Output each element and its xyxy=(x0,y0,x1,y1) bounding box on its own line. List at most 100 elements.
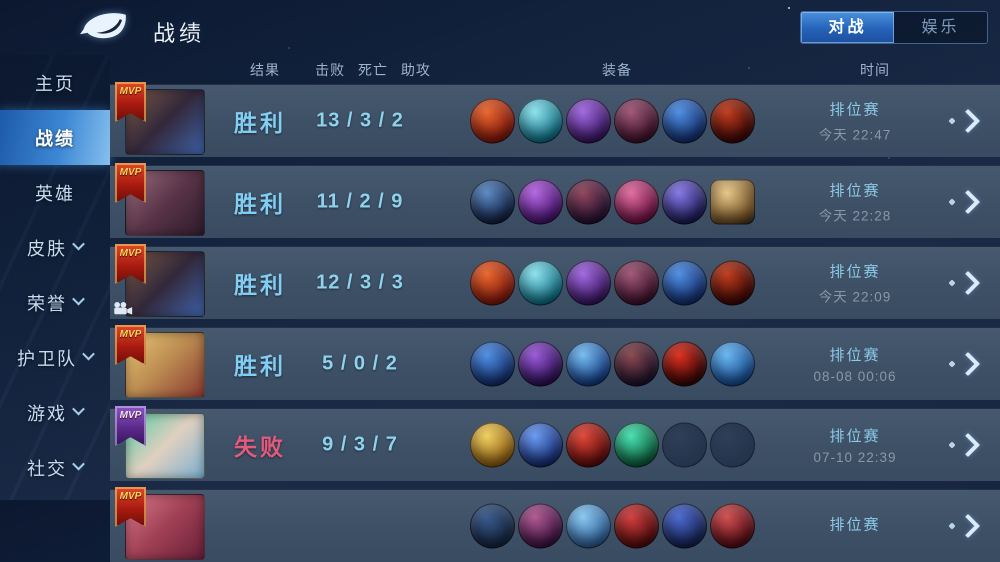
sidebar-item-label: 护卫队 xyxy=(17,348,77,369)
equipment-icon xyxy=(566,422,611,468)
match-time: 07-10 22:39 xyxy=(813,450,897,465)
sidebar: 主页 战绩 英雄 皮肤 荣誉 护卫队 游戏 社交 xyxy=(0,55,110,500)
equipment-list xyxy=(470,98,755,144)
equipment-icon xyxy=(518,422,563,468)
equipment-icon xyxy=(614,260,659,306)
match-meta: 排位赛 今天 22:09 xyxy=(819,261,892,306)
equipment-icon xyxy=(566,179,611,225)
chevron-down-icon xyxy=(72,402,85,416)
match-meta: 排位赛 08-08 00:06 xyxy=(813,344,896,384)
equipment-list xyxy=(470,422,755,468)
chevron-right-icon[interactable] xyxy=(948,513,981,539)
match-mode: 排位赛 xyxy=(829,428,881,445)
hero-avatar[interactable] xyxy=(125,251,205,317)
equipment-slot-empty xyxy=(710,422,755,468)
tab-group: 对战 娱乐 xyxy=(800,11,988,44)
match-time: 08-08 00:06 xyxy=(813,369,897,384)
equipment-icon xyxy=(518,179,563,225)
chevron-right-icon[interactable] xyxy=(948,432,981,458)
equipment-icon xyxy=(470,260,515,306)
sidebar-item-home[interactable]: 主页 xyxy=(0,55,110,110)
kda-score: 9 / 3 / 7 xyxy=(322,433,398,456)
equipment-icon xyxy=(710,503,755,549)
equipment-icon xyxy=(662,260,707,306)
match-row[interactable]: MVP 胜利 13 / 3 / 2 排位赛 今天 22:47 xyxy=(110,82,1000,157)
column-header-kda: 击败 死亡 助攻 xyxy=(315,62,431,78)
match-list: MVP 胜利 13 / 3 / 2 排位赛 今天 22:47 MVP 胜利 11… xyxy=(110,82,1000,562)
match-row[interactable]: MVP 胜利 5 / 0 / 2 排位赛 08-08 00:06 xyxy=(110,325,1000,400)
sidebar-item-games[interactable]: 游戏 xyxy=(0,385,110,440)
chevron-right-icon[interactable] xyxy=(948,189,981,215)
match-result: 胜利 xyxy=(234,110,286,136)
match-meta: 排位赛 07-10 22:39 xyxy=(813,425,896,465)
equipment-icon xyxy=(566,341,611,387)
match-meta: 排位赛 xyxy=(829,514,880,539)
equipment-icon xyxy=(710,98,755,144)
sidebar-item-label: 战绩 xyxy=(35,128,75,149)
match-result: 胜利 xyxy=(234,272,286,298)
kda-score: 11 / 2 / 9 xyxy=(316,190,404,213)
equipment-icon xyxy=(614,422,659,468)
sidebar-item-heroes[interactable]: 英雄 xyxy=(0,165,110,220)
match-meta: 排位赛 今天 22:28 xyxy=(819,180,892,225)
equipment-icon xyxy=(566,260,611,306)
tab-casual[interactable]: 娱乐 xyxy=(921,19,960,36)
match-time: 今天 22:47 xyxy=(818,127,892,143)
equipment-icon xyxy=(614,341,659,387)
kda-score: 5 / 0 / 2 xyxy=(322,352,398,375)
equipment-icon xyxy=(470,341,515,387)
equipment-icon xyxy=(566,503,611,549)
match-result: 胜利 xyxy=(234,353,286,379)
top-bar: 战绩 对战 娱乐 xyxy=(0,0,1000,55)
kda-score: 12 / 3 / 3 xyxy=(316,271,404,294)
equipment-icon xyxy=(518,98,563,144)
kda-score: 13 / 3 / 2 xyxy=(316,109,404,132)
equipment-icon xyxy=(518,260,563,306)
match-row[interactable]: MVP 胜利 11 / 2 / 9 排位赛 今天 22:28 xyxy=(110,163,1000,238)
sidebar-item-records[interactable]: 战绩 xyxy=(0,110,110,165)
chevron-right-icon[interactable] xyxy=(948,108,981,134)
equipment-icon xyxy=(518,341,563,387)
sidebar-item-label: 荣誉 xyxy=(27,293,67,314)
equipment-icon xyxy=(662,503,707,549)
back-swoosh-icon[interactable] xyxy=(80,8,128,44)
equipment-icon xyxy=(710,179,755,225)
column-header-result: 结果 xyxy=(250,62,280,78)
match-mode: 排位赛 xyxy=(829,101,881,119)
match-mode: 排位赛 xyxy=(829,182,881,200)
equipment-icon xyxy=(470,503,515,549)
column-header-equipment: 装备 xyxy=(602,62,632,78)
sidebar-item-label: 皮肤 xyxy=(27,238,67,259)
chevron-right-icon[interactable] xyxy=(948,270,981,296)
chevron-right-icon[interactable] xyxy=(948,351,981,377)
sidebar-item-label: 社交 xyxy=(27,458,67,479)
sidebar-item-label: 游戏 xyxy=(27,403,67,424)
chevron-down-icon xyxy=(82,347,95,361)
equipment-list xyxy=(470,503,755,549)
sidebar-item-social[interactable]: 社交 xyxy=(0,440,110,495)
sidebar-item-skins[interactable]: 皮肤 xyxy=(0,220,110,275)
tab-versus[interactable]: 对战 xyxy=(801,12,894,43)
match-time: 今天 22:28 xyxy=(818,208,892,224)
equipment-icon xyxy=(614,503,659,549)
equipment-icon xyxy=(470,422,515,468)
chevron-down-icon xyxy=(72,292,85,306)
equipment-slot-empty xyxy=(662,422,707,468)
match-row[interactable]: MVP 胜利 12 / 3 / 3 排位赛 今天 22:09 xyxy=(110,244,1000,319)
equipment-list xyxy=(470,179,755,225)
equipment-icon xyxy=(566,98,611,144)
sidebar-item-honors[interactable]: 荣誉 xyxy=(0,275,110,330)
equipment-list xyxy=(470,260,755,306)
match-time: 今天 22:09 xyxy=(818,289,892,305)
equipment-icon xyxy=(470,179,515,225)
equipment-icon xyxy=(662,179,707,225)
replay-camera-icon[interactable] xyxy=(113,301,133,315)
equipment-list xyxy=(470,341,755,387)
equipment-icon xyxy=(614,179,659,225)
sidebar-item-label: 主页 xyxy=(35,73,75,94)
match-meta: 排位赛 今天 22:47 xyxy=(819,99,892,144)
match-row[interactable]: MVP 失败 9 / 3 / 7 排位赛 07-10 22:39 xyxy=(110,406,1000,481)
match-mode: 排位赛 xyxy=(829,263,881,281)
sidebar-item-guard-team[interactable]: 护卫队 xyxy=(0,330,110,385)
match-mode: 排位赛 xyxy=(829,347,881,364)
